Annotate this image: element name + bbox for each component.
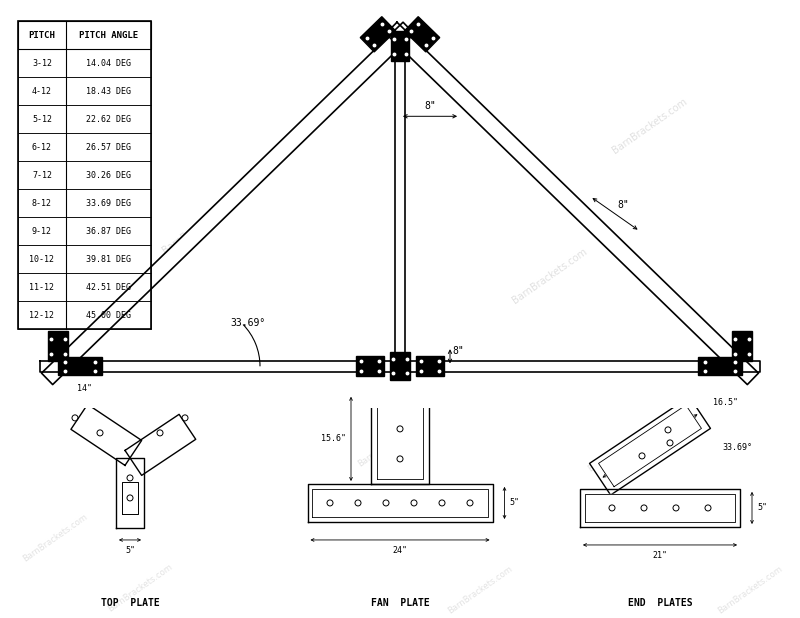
Text: 9-12: 9-12 bbox=[32, 227, 52, 236]
Polygon shape bbox=[42, 22, 414, 384]
Bar bbox=[18, 49, 151, 77]
Text: BarnBrackets.com: BarnBrackets.com bbox=[356, 417, 424, 468]
Polygon shape bbox=[378, 399, 422, 478]
Polygon shape bbox=[580, 489, 740, 527]
Text: END  PLATES: END PLATES bbox=[628, 598, 692, 608]
Polygon shape bbox=[307, 484, 493, 522]
Text: 33.69°: 33.69° bbox=[722, 443, 752, 452]
Bar bbox=[18, 218, 151, 245]
Polygon shape bbox=[698, 357, 742, 375]
Bar bbox=[18, 161, 151, 189]
Text: 22.62 DEG: 22.62 DEG bbox=[86, 115, 131, 124]
Text: BarnBrackets.com: BarnBrackets.com bbox=[446, 564, 514, 616]
Polygon shape bbox=[125, 414, 196, 475]
Text: 12-12: 12-12 bbox=[30, 311, 54, 320]
Text: 14.04 DEG: 14.04 DEG bbox=[86, 59, 131, 68]
Text: 8": 8" bbox=[452, 346, 464, 357]
Text: 39.81 DEG: 39.81 DEG bbox=[86, 255, 131, 264]
Text: 45.00 DEG: 45.00 DEG bbox=[86, 311, 131, 320]
Polygon shape bbox=[40, 361, 760, 372]
Text: 3-12: 3-12 bbox=[32, 59, 52, 68]
Text: 8": 8" bbox=[617, 200, 629, 210]
Text: 6-12: 6-12 bbox=[32, 143, 52, 152]
Text: 36.87 DEG: 36.87 DEG bbox=[86, 227, 131, 236]
Text: 14": 14" bbox=[78, 384, 93, 393]
Text: 24": 24" bbox=[393, 546, 407, 555]
Bar bbox=[18, 302, 151, 329]
Polygon shape bbox=[360, 17, 396, 52]
Polygon shape bbox=[116, 458, 144, 528]
Polygon shape bbox=[590, 397, 710, 495]
Polygon shape bbox=[732, 331, 752, 362]
Polygon shape bbox=[598, 405, 702, 487]
Text: BarnBrackets.com: BarnBrackets.com bbox=[586, 422, 654, 473]
Bar bbox=[18, 77, 151, 105]
Text: BarnBrackets.com: BarnBrackets.com bbox=[21, 512, 89, 564]
Text: 8-12: 8-12 bbox=[32, 199, 52, 208]
Text: BarnBrackets.com: BarnBrackets.com bbox=[106, 562, 174, 614]
Polygon shape bbox=[356, 357, 384, 376]
Text: 30.26 DEG: 30.26 DEG bbox=[86, 171, 131, 180]
Text: FAN  PLATE: FAN PLATE bbox=[370, 598, 430, 608]
Polygon shape bbox=[395, 36, 405, 366]
Text: BarnBrackets.com: BarnBrackets.com bbox=[510, 247, 590, 306]
Polygon shape bbox=[386, 22, 758, 384]
Polygon shape bbox=[71, 404, 142, 465]
Text: BarnBrackets.com: BarnBrackets.com bbox=[716, 564, 784, 616]
Text: 42.51 DEG: 42.51 DEG bbox=[86, 283, 131, 292]
Polygon shape bbox=[58, 357, 102, 375]
Text: 33.69 DEG: 33.69 DEG bbox=[86, 199, 131, 208]
Text: 26.57 DEG: 26.57 DEG bbox=[86, 143, 131, 152]
Text: 5": 5" bbox=[510, 499, 519, 507]
Polygon shape bbox=[416, 357, 444, 376]
Bar bbox=[18, 21, 151, 49]
Bar bbox=[18, 245, 151, 273]
Polygon shape bbox=[48, 331, 68, 362]
Bar bbox=[18, 133, 151, 161]
Text: BarnBrackets.com: BarnBrackets.com bbox=[610, 96, 690, 156]
Text: 18.43 DEG: 18.43 DEG bbox=[86, 87, 131, 96]
Text: 10-12: 10-12 bbox=[30, 255, 54, 264]
Text: BarnBrackets.com: BarnBrackets.com bbox=[161, 197, 239, 256]
Polygon shape bbox=[404, 17, 440, 52]
Text: 15.6": 15.6" bbox=[321, 434, 346, 443]
Text: 16.5": 16.5" bbox=[714, 398, 738, 407]
Text: 21": 21" bbox=[653, 551, 667, 560]
Bar bbox=[18, 189, 151, 218]
Bar bbox=[18, 273, 151, 302]
Text: PITCH: PITCH bbox=[29, 31, 55, 40]
Text: 7-12: 7-12 bbox=[32, 171, 52, 180]
Polygon shape bbox=[585, 494, 735, 522]
Polygon shape bbox=[312, 489, 488, 517]
Polygon shape bbox=[122, 482, 138, 514]
Text: 33.69°: 33.69° bbox=[230, 318, 266, 328]
Text: 5": 5" bbox=[125, 546, 135, 555]
Polygon shape bbox=[390, 352, 410, 380]
Text: 5": 5" bbox=[757, 504, 767, 512]
Polygon shape bbox=[391, 32, 409, 61]
Text: PITCH ANGLE: PITCH ANGLE bbox=[79, 31, 138, 40]
Text: 5-12: 5-12 bbox=[32, 115, 52, 124]
Bar bbox=[18, 21, 151, 329]
Text: 8": 8" bbox=[424, 101, 436, 111]
Text: 11-12: 11-12 bbox=[30, 283, 54, 292]
Text: TOP  PLATE: TOP PLATE bbox=[101, 598, 159, 608]
Text: 4-12: 4-12 bbox=[32, 87, 52, 96]
Bar bbox=[18, 105, 151, 133]
Polygon shape bbox=[371, 394, 429, 484]
